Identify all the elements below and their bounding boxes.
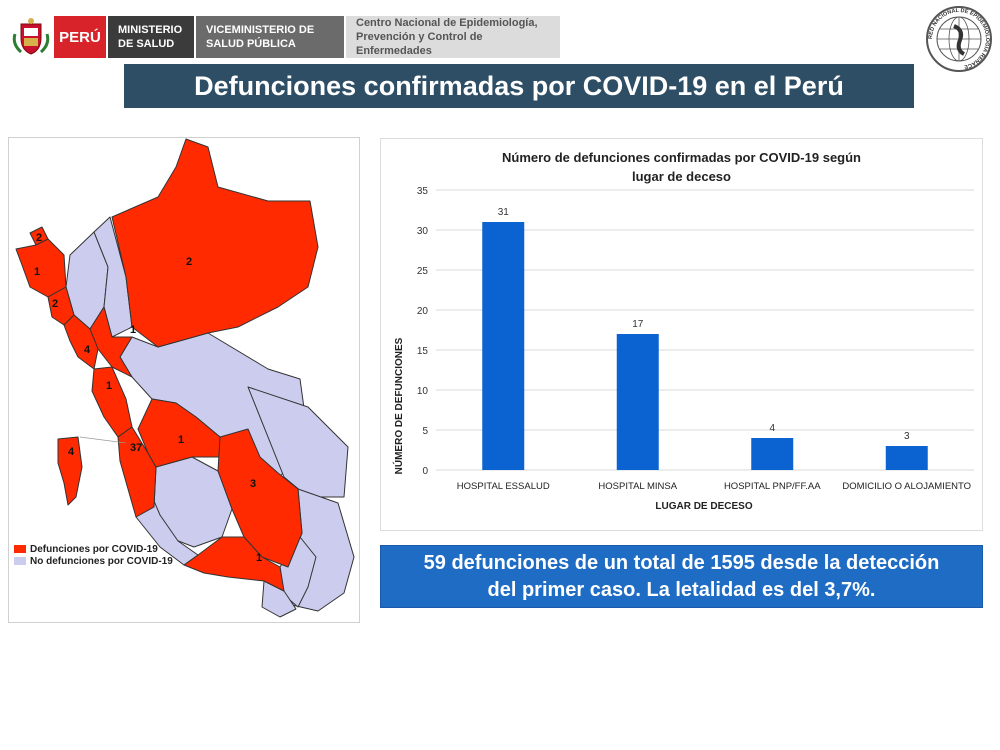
legend-item-no-deaths: No defunciones por COVID-19 — [14, 555, 173, 567]
value-label-1: 17 — [632, 319, 644, 330]
chart-y-axis-label: NÚMERO DE DEFUNCIONES — [392, 337, 405, 474]
ministerio-line1: MINISTERIO — [118, 24, 183, 36]
map-label-arequipa: 1 — [256, 552, 262, 564]
region-amazonas — [93, 216, 133, 338]
cdc-line2: Prevención y Control de Enfermedades — [356, 31, 483, 57]
map-label-lambayeque: 2 — [52, 298, 58, 310]
chart-y-ticks: 0 5 10 15 20 25 30 35 — [417, 186, 429, 477]
map-legend: Defunciones por COVID-19 No defunciones … — [14, 543, 173, 567]
region-arequipa — [183, 536, 285, 592]
chart-x-axis-label: LUGAR DE DECESO — [655, 501, 752, 512]
bar-1 — [616, 334, 659, 470]
map-label-callao: 4 — [68, 446, 75, 458]
y-tick-25: 25 — [417, 266, 429, 277]
value-label-0: 31 — [498, 207, 510, 218]
y-tick-30: 30 — [417, 226, 429, 237]
x-tick-2: HOSPITAL PNP/FF.AA — [724, 481, 821, 492]
map-label-piura: 1 — [34, 266, 40, 278]
ministerio-box: MINISTERIO DE SALUD — [108, 16, 194, 58]
chart-title: Número de defunciones confirmadas por CO… — [380, 148, 983, 186]
viceministerio-line1: VICEMINISTERIO DE — [206, 24, 315, 36]
viceministerio-line2: SALUD PÚBLICA — [206, 38, 296, 50]
region-callao-inset — [57, 436, 83, 506]
viceministerio-box: VICEMINISTERIO DE SALUD PÚBLICA — [196, 16, 344, 58]
y-tick-15: 15 — [417, 346, 429, 357]
legend-swatch-deaths — [14, 545, 26, 553]
map-label-cusco: 3 — [250, 478, 256, 490]
callao-leader-line — [79, 436, 127, 444]
legend-label-no-deaths: No defunciones por COVID-19 — [30, 555, 173, 567]
map-label-ancash: 1 — [106, 380, 112, 392]
chart-title-line1: Número de defunciones confirmadas por CO… — [501, 150, 861, 165]
value-label-3: 3 — [904, 431, 910, 442]
region-loreto — [111, 138, 319, 348]
cdc-line1: Centro Nacional de Epidemiología, — [356, 17, 538, 29]
y-tick-20: 20 — [417, 306, 429, 317]
region-junin — [137, 398, 229, 468]
renace-logo-icon: RED NACIONAL DE EPIDEMIOLOGÍA RENACE — [924, 4, 994, 74]
page-title: Defunciones confirmadas por COVID-19 en … — [124, 64, 914, 108]
chart-panel — [380, 138, 983, 531]
map-label-tumbes: 2 — [36, 232, 42, 244]
header-bar: PERÚ MINISTERIO DE SALUD VICEMINISTERIO D… — [10, 16, 560, 58]
peru-label: PERÚ — [54, 16, 106, 58]
region-cusco — [217, 428, 303, 568]
region-lima — [117, 426, 157, 518]
region-ancash — [91, 366, 133, 438]
region-la-libertad — [63, 314, 99, 370]
value-label-2: 4 — [769, 423, 775, 434]
x-tick-3: DOMICILIO O ALOJAMIENTO — [842, 481, 971, 492]
ministerio-line2: DE SALUD — [118, 38, 175, 50]
bar-2 — [751, 438, 794, 470]
cdc-box: Centro Nacional de Epidemiología, Prevenc… — [346, 16, 560, 58]
chart-value-labels: 31 17 4 3 — [498, 207, 910, 442]
map-label-loreto: 2 — [186, 256, 192, 268]
map-label-san-martin: 1 — [130, 324, 136, 336]
chart-title-line2: lugar de deceso — [632, 169, 731, 184]
y-tick-10: 10 — [417, 386, 429, 397]
legend-swatch-no-deaths — [14, 557, 26, 565]
summary-line1: 59 defunciones de un total de 1595 desde… — [423, 551, 940, 574]
region-ucayali-east — [247, 386, 349, 498]
y-tick-5: 5 — [422, 426, 428, 437]
bar-3 — [885, 446, 928, 470]
bar-0 — [482, 222, 525, 470]
chart-x-ticks: HOSPITAL ESSALUD HOSPITAL MINSA HOSPITAL P… — [457, 481, 971, 492]
summary-line2: del primer caso. La letalidad es del 3,7… — [487, 578, 876, 601]
legend-label-deaths: Defunciones por COVID-19 — [30, 543, 158, 555]
x-tick-1: HOSPITAL MINSA — [598, 481, 677, 492]
map-label-junin: 1 — [178, 434, 184, 446]
y-tick-0: 0 — [422, 466, 428, 477]
map-label-la-libertad: 4 — [84, 344, 91, 356]
region-piura — [15, 238, 67, 298]
x-tick-0: HOSPITAL ESSALUD — [457, 481, 550, 492]
summary-box: 59 defunciones de un total de 1595 desde… — [380, 545, 983, 608]
map-label-lima: 37 — [130, 442, 142, 454]
peru-map: 2 1 2 2 1 4 1 37 1 4 3 1 — [15, 138, 355, 618]
y-tick-35: 35 — [417, 186, 429, 197]
legend-item-deaths: Defunciones por COVID-19 — [14, 543, 173, 555]
chart-gridlines — [436, 189, 974, 471]
chart-bars — [482, 222, 928, 470]
peru-coat-of-arms-icon — [10, 16, 52, 58]
